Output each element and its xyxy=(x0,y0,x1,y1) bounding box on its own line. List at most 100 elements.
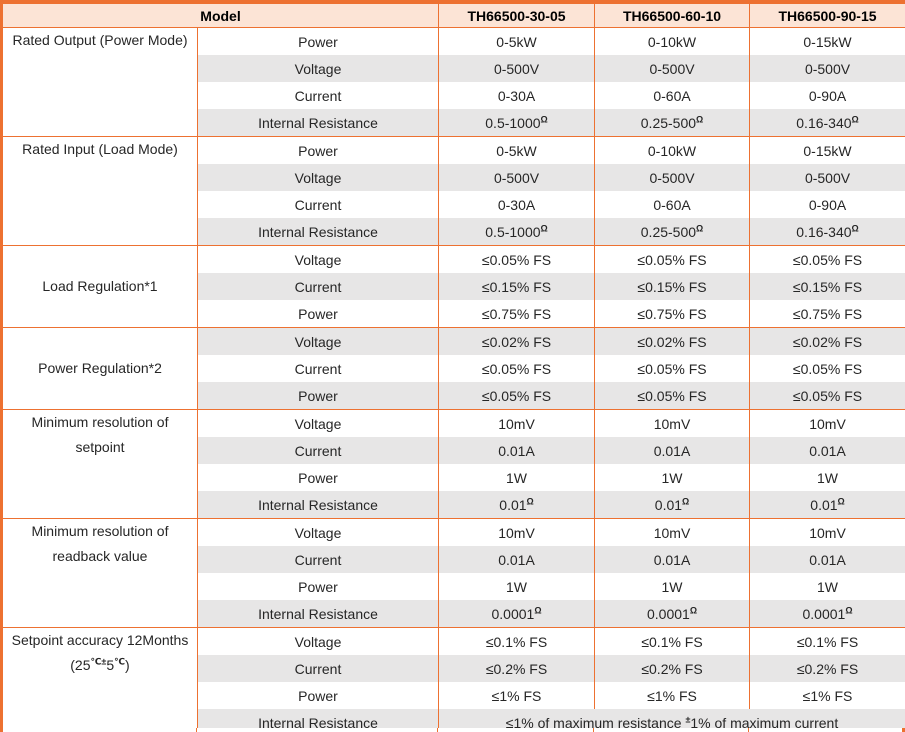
value-cell: ≤1% FS xyxy=(438,682,596,709)
param-cell: Voltage xyxy=(196,245,440,273)
table-row: Setpoint accuracy 12Months (25℃±5℃) Voltag… xyxy=(1,627,905,732)
table-row: Power ≤0.75% FS ≤0.75% FS ≤0.75% FS xyxy=(2,300,905,328)
spec-table-body: Rated Output (Power Mode) Power 0-5kW 0-10k… xyxy=(1,27,905,732)
value-cell: 0-60A xyxy=(594,191,751,218)
value-cell: 0-500V xyxy=(749,164,905,191)
param-cell: Power xyxy=(196,136,440,164)
value-cell: 0.01A xyxy=(594,437,751,464)
group-label-cell: Setpoint accuracy 12Months (25℃±5℃) xyxy=(1,627,198,732)
value-cell: ≤0.05% FS xyxy=(594,245,751,273)
value-cell: 0.01A xyxy=(749,546,905,573)
value-cell: ≤0.05% FS xyxy=(749,355,905,382)
model-header-cell: Model xyxy=(0,1,440,28)
value-cell: 0-60A xyxy=(594,82,751,109)
value-cell: ≤0.2% FS xyxy=(438,655,596,682)
group-label-cell: Power Regulation*2 xyxy=(1,327,198,410)
table-row: Power ≤1% FS ≤1% FS ≤1% FS xyxy=(2,682,905,709)
param-cell: Current xyxy=(196,273,440,300)
value-cell: ≤0.05% FS xyxy=(749,382,905,410)
param-cell: Internal Resistance xyxy=(196,218,440,246)
table-row: Internal Resistance 0.5-1000Ω 0.25-500Ω 0.1… xyxy=(2,109,905,137)
value-cell: 0-5kW xyxy=(438,136,596,164)
value-cell: ≤0.05% FS xyxy=(594,355,751,382)
value-cell: 0.0001Ω xyxy=(594,600,751,628)
value-cell: ≤1% FS xyxy=(749,682,905,709)
table-row: Power Regulation*2 Voltage ≤0.02% FS ≤0.02%… xyxy=(1,327,905,410)
value-cell: 10mV xyxy=(438,518,596,546)
value-cell: 0-30A xyxy=(438,82,596,109)
value-cell: 0.01Ω xyxy=(749,491,905,519)
param-cell: Voltage xyxy=(196,55,440,82)
value-cell: 0.25-500Ω xyxy=(594,109,751,137)
table-row: Current ≤0.2% FS ≤0.2% FS ≤0.2% FS xyxy=(2,655,905,682)
value-cell: 0.16-340Ω xyxy=(749,218,905,246)
param-cell: Voltage xyxy=(196,518,440,546)
group-label-line: readback value xyxy=(52,548,148,564)
value-cell: 0-5kW xyxy=(438,27,596,55)
spec-table-head: Model TH66500-30-05 TH66500-60-10 TH66500-9… xyxy=(0,1,905,28)
group-label-line: Rated Input (Load Mode) xyxy=(22,141,178,157)
table-row: Rated Output (Power Mode) Power 0-5kW 0-10k… xyxy=(1,27,905,137)
next-row-sliver xyxy=(0,728,905,732)
value-cell: 0.0001Ω xyxy=(749,600,905,628)
param-cell: Internal Resistance xyxy=(196,709,440,732)
param-cell: Current xyxy=(196,355,440,382)
value-cell: 0-500V xyxy=(438,164,596,191)
value-cell: 0-10kW xyxy=(594,27,751,55)
value-cell: ≤0.05% FS xyxy=(438,382,596,410)
group-label-line: (25℃±5℃) xyxy=(70,656,130,673)
group-label-line: Rated Output (Power Mode) xyxy=(12,32,188,48)
value-cell: 10mV xyxy=(594,409,751,437)
value-cell: 1W xyxy=(438,573,596,600)
group-label-line: Load Regulation*1 xyxy=(42,278,158,294)
value-cell: 1W xyxy=(594,464,751,491)
value-cell: 0-500V xyxy=(594,164,751,191)
value-cell: 0-10kW xyxy=(594,136,751,164)
param-cell: Voltage xyxy=(196,409,440,437)
value-cell: 0.01A xyxy=(438,546,596,573)
group-label-line: Minimum resolution of xyxy=(31,414,169,430)
value-cell: 10mV xyxy=(438,409,596,437)
value-cell: 0-90A xyxy=(749,191,905,218)
header-row: Model TH66500-30-05 TH66500-60-10 TH66500-9… xyxy=(0,1,905,28)
table-row: Current ≤0.15% FS ≤0.15% FS ≤0.15% FS xyxy=(2,273,905,300)
group-label-cell: Rated Output (Power Mode) xyxy=(1,27,198,137)
group-label-line: Setpoint accuracy 12Months xyxy=(11,632,189,648)
param-cell: Voltage xyxy=(196,164,440,191)
table-row: Voltage 0-500V 0-500V 0-500V xyxy=(2,55,905,82)
param-cell: Current xyxy=(196,191,440,218)
param-cell: Power xyxy=(196,573,440,600)
param-cell: Current xyxy=(196,437,440,464)
table-row: Power 1W 1W 1W xyxy=(2,573,905,600)
value-cell: 0.25-500Ω xyxy=(594,218,751,246)
value-cell: ≤0.02% FS xyxy=(438,327,596,355)
value-cell: 0.01Ω xyxy=(438,491,596,519)
table-row: Power ≤0.05% FS ≤0.05% FS ≤0.05% FS xyxy=(2,382,905,410)
param-cell: Voltage xyxy=(196,327,440,355)
value-cell: 0-15kW xyxy=(749,27,905,55)
value-cell: ≤0.05% FS xyxy=(438,355,596,382)
value-cell: ≤0.1% FS xyxy=(749,627,905,655)
value-cell: ≤0.1% FS xyxy=(594,627,751,655)
param-cell: Internal Resistance xyxy=(196,600,440,628)
table-row: Internal Resistance 0.0001Ω 0.0001Ω 0.0001Ω xyxy=(2,600,905,628)
value-cell: ≤0.75% FS xyxy=(594,300,751,328)
value-cell: 10mV xyxy=(749,409,905,437)
value-cell: 0.16-340Ω xyxy=(749,109,905,137)
value-cell: 0-500V xyxy=(438,55,596,82)
table-row: Current 0.01A 0.01A 0.01A xyxy=(2,437,905,464)
group-label-cell: Minimum resolution of setpoint xyxy=(1,409,198,519)
group-label-line: Minimum resolution of xyxy=(31,523,169,539)
group-label-cell: Minimum resolution of readback value xyxy=(1,518,198,628)
param-cell: Internal Resistance xyxy=(196,109,440,137)
value-cell: 0-15kW xyxy=(749,136,905,164)
param-cell: Power xyxy=(196,682,440,709)
value-cell: 0.01Ω xyxy=(594,491,751,519)
group-label-line: Power Regulation*2 xyxy=(38,360,162,376)
value-cell: 0-500V xyxy=(749,55,905,82)
value-cell: ≤0.05% FS xyxy=(594,382,751,410)
value-cell: 0.01A xyxy=(438,437,596,464)
table-row: Current 0-30A 0-60A 0-90A xyxy=(2,191,905,218)
value-cell: 1W xyxy=(749,573,905,600)
table-row: Current 0-30A 0-60A 0-90A xyxy=(2,82,905,109)
